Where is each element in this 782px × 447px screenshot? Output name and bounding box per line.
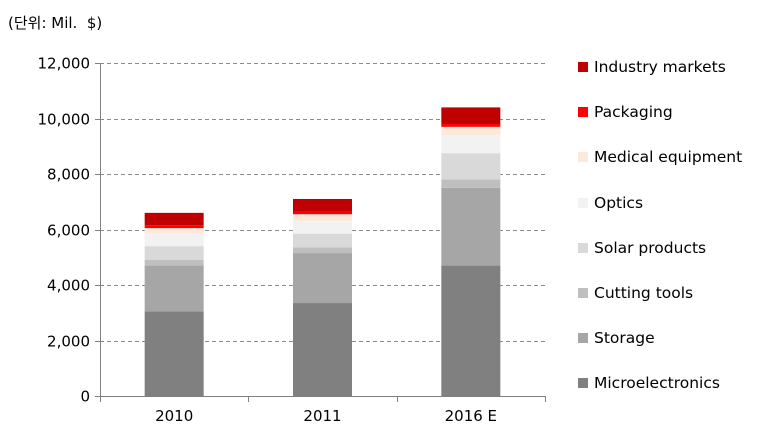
bar-segment-optics [144, 233, 204, 247]
bar-segment-storage [293, 253, 352, 304]
bar-segment-microelectronics [144, 311, 204, 396]
legend-item: Optics [578, 193, 643, 213]
legend-swatch [578, 197, 588, 208]
bar-segment-optics [293, 221, 352, 234]
bar-segment-medical-equipment [293, 214, 352, 222]
legend-swatch [578, 107, 588, 118]
bar-segment-industry-markets [144, 212, 204, 226]
bar-segment-packaging [293, 211, 352, 215]
y-tick-label: 10,000 [38, 111, 91, 129]
bar-segment-optics [441, 135, 501, 154]
axes [95, 63, 546, 402]
legend-item: Microelectronics [578, 373, 720, 393]
x-category-label: 2010 [155, 407, 193, 425]
legend-item: Storage [578, 328, 655, 348]
unit-label: (단위: Mil. $) [8, 14, 103, 32]
bar-segment-cutting-tools [441, 179, 501, 188]
bar-segment-solar-products [293, 233, 352, 248]
bar-segment-microelectronics [293, 303, 352, 396]
legend-swatch [578, 152, 588, 163]
legend-label: Microelectronics [594, 374, 720, 393]
y-tick-label: 2,000 [47, 333, 90, 351]
legend-item: Packaging [578, 102, 673, 122]
bar-segment-solar-products [441, 153, 501, 180]
legend-swatch [578, 288, 588, 298]
legend-label: Storage [594, 329, 655, 348]
bar-segment-medical-equipment [144, 228, 204, 234]
y-tick-label: 6,000 [47, 222, 90, 240]
bar-segment-industry-markets [441, 107, 501, 125]
legend-item: Medical equipment [578, 147, 742, 167]
y-tick-label: 12,000 [38, 55, 91, 73]
bar-segment-cutting-tools [293, 247, 352, 254]
bar-segment-storage [144, 265, 204, 312]
legend-swatch [578, 242, 588, 253]
bar-segment-medical-equipment [441, 126, 501, 136]
legend-item: Cutting tools [578, 283, 693, 303]
y-tick-labels: 0 2,000 4,000 6,000 8,000 10,000 12,000 [38, 55, 91, 406]
bar-segment-cutting-tools [144, 260, 204, 266]
bar-segment-microelectronics [441, 265, 501, 396]
legend-label: Industry markets [594, 58, 726, 76]
legend-label: Solar products [594, 238, 707, 257]
legend-item: Solar products [578, 238, 706, 258]
legend-label: Medical equipment [594, 148, 743, 167]
x-category-label: 2016 E [445, 407, 497, 425]
legend-label: Optics [594, 193, 644, 212]
bars [144, 107, 501, 396]
x-category-label: 2011 [303, 407, 341, 425]
x-category-labels: 2010 2011 2016 E [155, 407, 497, 425]
legend-swatch [578, 62, 588, 72]
y-tick-label: 8,000 [47, 166, 90, 184]
bar-segment-packaging [144, 225, 204, 229]
legend-swatch [578, 333, 588, 344]
y-tick-label: 4,000 [47, 277, 90, 295]
legend-label: Packaging [594, 103, 673, 122]
bar-segment-packaging [441, 124, 501, 127]
legend-label: Cutting tools [594, 284, 694, 302]
bar-segment-storage [441, 187, 501, 266]
bar-segment-solar-products [144, 246, 204, 261]
legend-swatch [578, 378, 588, 389]
y-tick-label: 0 [80, 388, 90, 406]
bar-segment-industry-markets [293, 198, 352, 212]
legend-item: Industry markets [578, 57, 726, 77]
